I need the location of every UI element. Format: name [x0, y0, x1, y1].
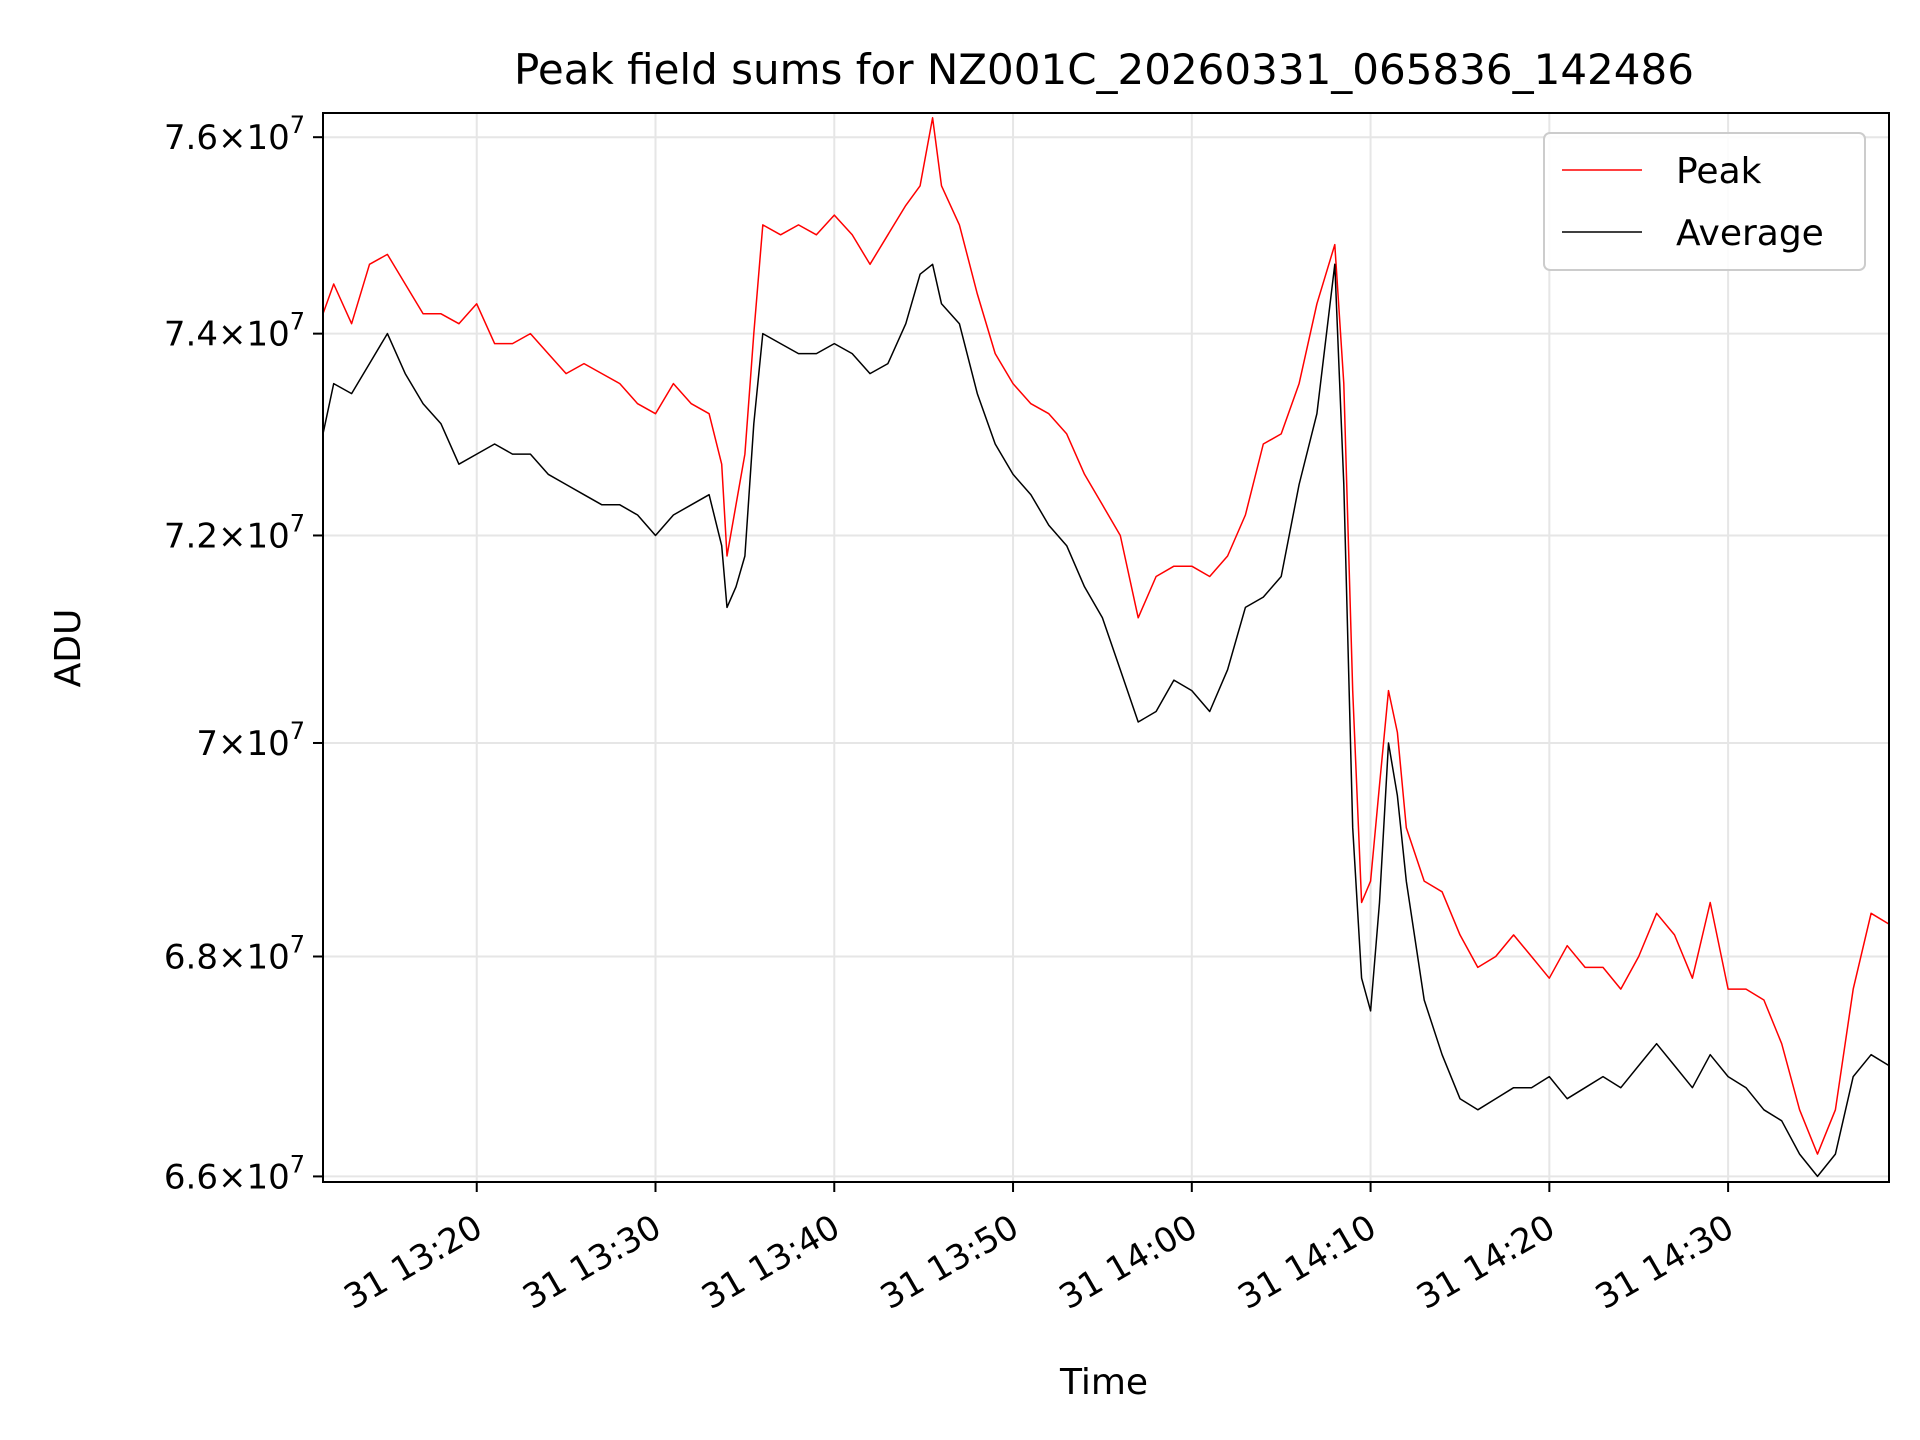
y-tick-label: 7.4×107 [164, 308, 305, 355]
series-line-average [323, 263, 1889, 1178]
y-tick-times: ×10 [218, 118, 290, 158]
y-tick-label: 6.8×107 [164, 931, 305, 978]
y-tick-mantissa: 6.8 [164, 938, 218, 978]
y-tick-label: 7.2×107 [164, 509, 305, 556]
series-line-peak [323, 117, 1889, 1155]
plot-lines [323, 117, 1889, 1178]
x-axis-label: Time [1059, 1362, 1148, 1403]
y-tick-exponent: 7 [290, 1150, 305, 1178]
y-tick-times: ×10 [218, 1157, 290, 1197]
y-tick-times: ×10 [218, 516, 290, 556]
y-axis-label: ADU [48, 609, 89, 688]
legend-peak-label: Peak [1676, 151, 1762, 192]
legend-average-label: Average [1676, 213, 1824, 254]
axes-frame [322, 112, 1890, 1183]
y-tick-label: 7×107 [196, 717, 305, 764]
y-tick-mantissa: 7 [196, 724, 218, 764]
legend-box [1543, 132, 1866, 271]
y-tick-mantissa: 6.6 [164, 1157, 218, 1197]
y-tick-exponent: 7 [290, 717, 305, 745]
y-tick-exponent: 7 [290, 509, 305, 537]
y-tick-times: ×10 [218, 938, 290, 978]
y-tick-exponent: 7 [290, 111, 305, 139]
grid [323, 113, 1889, 1182]
chart-title: Peak field sums for NZ001C_20260331_0658… [514, 45, 1694, 94]
y-tick-mantissa: 7.4 [164, 315, 218, 355]
y-tick-mantissa: 7.6 [164, 118, 218, 158]
y-tick-label: 7.6×107 [164, 111, 305, 158]
y-tick-label: 6.6×107 [164, 1150, 305, 1197]
y-tick-exponent: 7 [290, 931, 305, 959]
y-tick-times: ×10 [218, 315, 290, 355]
y-tick-mantissa: 7.2 [164, 516, 218, 556]
y-tick-exponent: 7 [290, 308, 305, 336]
legend: Peak Average [1543, 132, 1866, 271]
y-tick-times: ×10 [218, 724, 290, 764]
